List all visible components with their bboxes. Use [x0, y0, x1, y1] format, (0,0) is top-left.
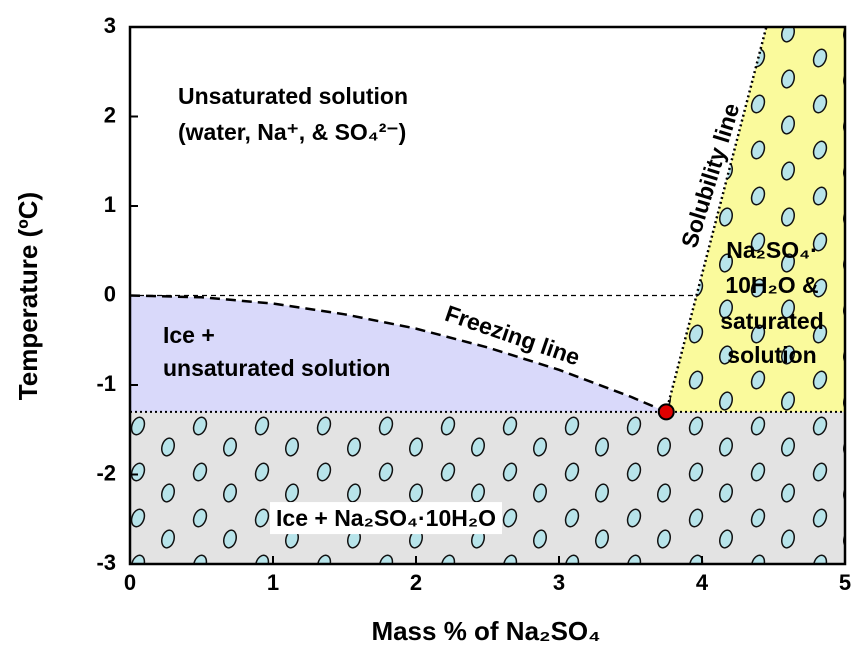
x-tick-label: 0	[124, 570, 136, 595]
y-tick-label: 3	[104, 13, 116, 38]
annotation: (water, Na⁺, & SO₄²⁻)	[178, 119, 406, 145]
x-axis-label: Mass % of Na₂SO₄	[371, 616, 600, 646]
y-axis-label: Temperature (ºC)	[13, 192, 43, 400]
region-ice-unsaturated	[130, 296, 666, 412]
x-tick-label: 3	[553, 570, 565, 595]
annotation: Ice + Na₂SO₄·10H₂O	[276, 505, 496, 531]
annotation: Na₂SO₄·	[726, 237, 817, 263]
y-tick-label: 2	[104, 102, 116, 127]
y-tick-label: -2	[96, 460, 116, 485]
annotation: solution	[727, 342, 816, 368]
x-tick-label: 5	[839, 570, 851, 595]
x-tick-label: 4	[696, 570, 709, 595]
annotation: saturated	[720, 308, 824, 334]
annotation: Ice +	[163, 322, 215, 348]
annotation: unsaturated solution	[163, 355, 390, 381]
x-tick-label: 1	[267, 570, 279, 595]
crystal-texture	[130, 412, 845, 564]
annotation: 10H₂O &	[725, 272, 818, 298]
y-tick-label: 0	[104, 281, 116, 306]
eutectic-point	[659, 404, 674, 419]
y-tick-label: -3	[96, 550, 116, 575]
chart: Unsaturated solution (water, Na⁺, & SO₄²…	[0, 0, 853, 654]
y-tick-label: 1	[104, 192, 116, 217]
annotation: Unsaturated solution	[178, 83, 408, 109]
y-tick-label: -1	[96, 371, 116, 396]
x-tick-label: 2	[410, 570, 422, 595]
